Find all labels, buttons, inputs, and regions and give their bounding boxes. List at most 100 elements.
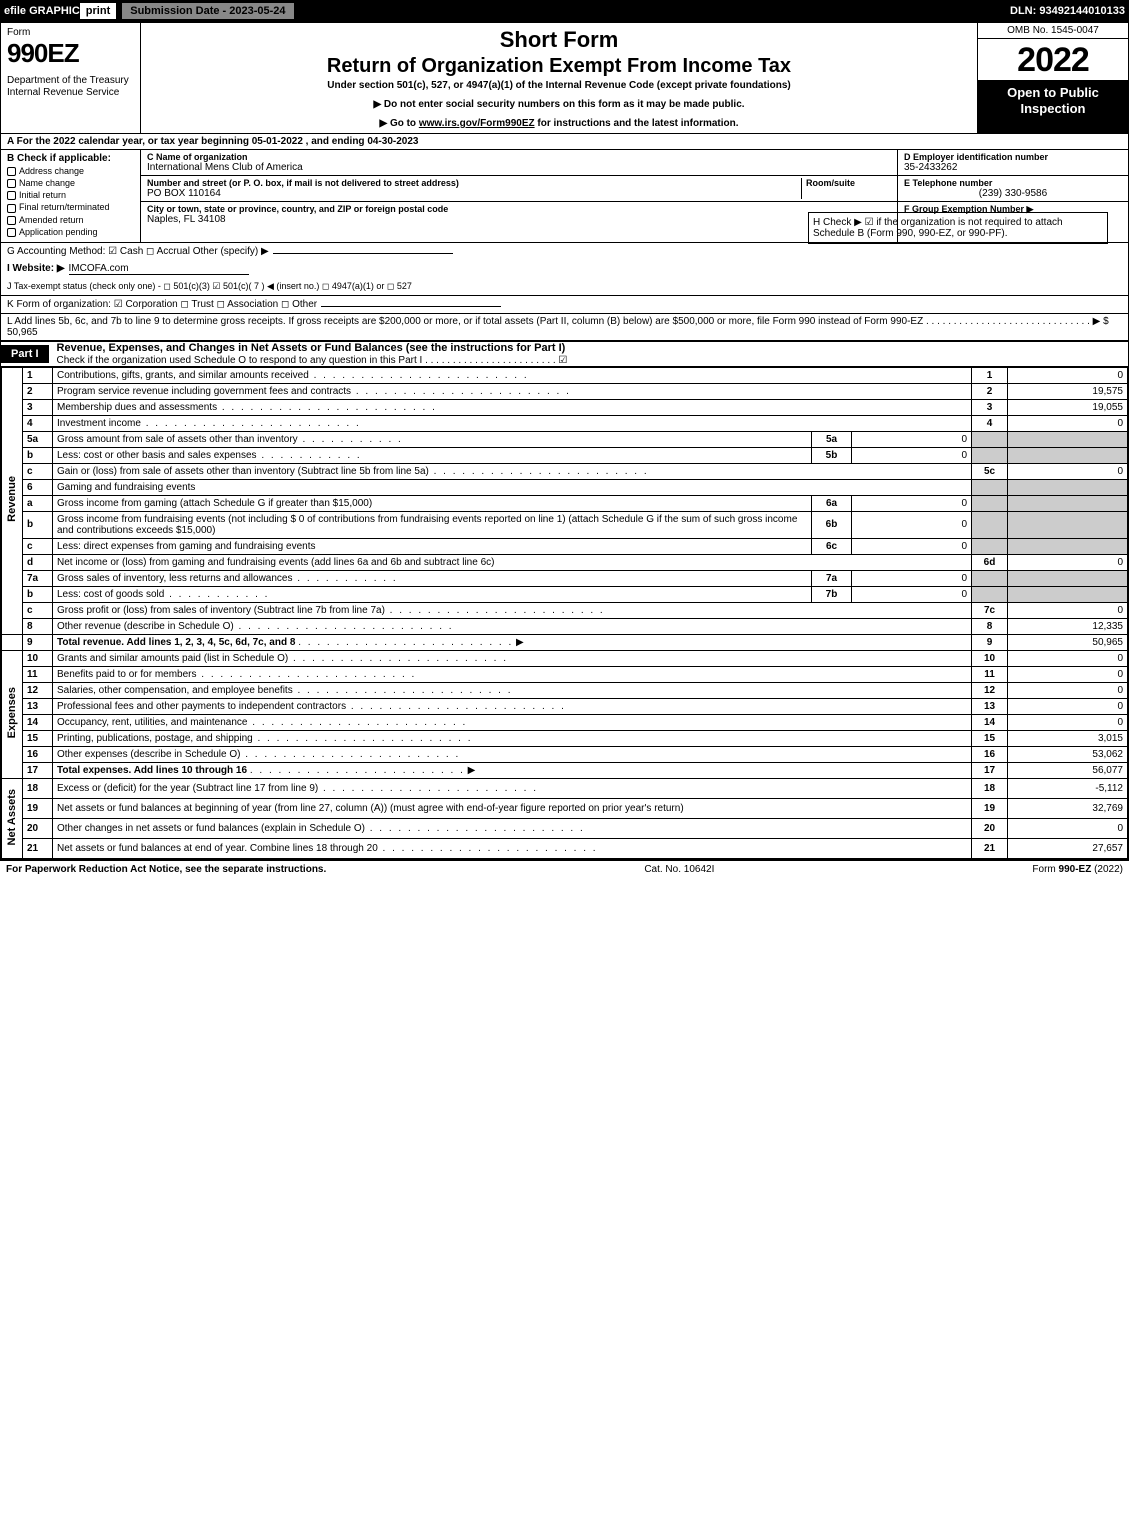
- line-col: 5c: [972, 463, 1008, 479]
- org-name-cell: C Name of organization International Men…: [141, 150, 897, 176]
- line-col: 12: [972, 682, 1008, 698]
- chk-amended-return[interactable]: Amended return: [7, 215, 134, 225]
- line-amount-grey: [1008, 570, 1128, 586]
- print-button[interactable]: print: [80, 3, 116, 19]
- note-post: for instructions and the latest informat…: [535, 118, 739, 129]
- ein-cell: D Employer identification number 35-2433…: [898, 150, 1128, 176]
- line-subcol: 6c: [812, 538, 852, 554]
- line-col: 14: [972, 714, 1008, 730]
- line-amount: 19,055: [1008, 399, 1128, 415]
- line-amount-grey: [1008, 431, 1128, 447]
- line-num: 12: [23, 682, 53, 698]
- chk-initial-return[interactable]: Initial return: [7, 190, 134, 200]
- note-ssn: ▶ Do not enter social security numbers o…: [149, 99, 969, 110]
- line-desc: Gross amount from sale of assets other t…: [53, 431, 812, 447]
- line-desc: Other revenue (describe in Schedule O): [53, 618, 972, 634]
- line-col-grey: [972, 538, 1008, 554]
- dept-label: Department of the Treasury Internal Reve…: [7, 75, 134, 98]
- room-label: Room/suite: [806, 178, 891, 188]
- line-amount-grey: [1008, 479, 1128, 495]
- line-desc: Gaming and fundraising events: [53, 479, 972, 495]
- line-amount: 0: [1008, 666, 1128, 682]
- city-cell: City or town, state or province, country…: [141, 202, 897, 227]
- form-subtitle: Under section 501(c), 527, or 4947(a)(1)…: [149, 80, 969, 91]
- ein-value: 35-2433262: [904, 162, 1122, 173]
- line-col-grey: [972, 479, 1008, 495]
- line-num: 21: [23, 839, 53, 859]
- line-amount: 56,077: [1008, 762, 1128, 778]
- line-subcol: 6a: [812, 495, 852, 511]
- line-amount: 0: [1008, 602, 1128, 618]
- line-num: 8: [23, 618, 53, 634]
- line-num: 14: [23, 714, 53, 730]
- chk-name-change[interactable]: Name change: [7, 178, 134, 188]
- short-form-title: Short Form: [149, 27, 969, 53]
- line-amount: 0: [1008, 714, 1128, 730]
- line-desc: Total revenue. Add lines 1, 2, 3, 4, 5c,…: [53, 634, 972, 650]
- line-col-grey: [972, 511, 1008, 538]
- line-num: 7a: [23, 570, 53, 586]
- footer-left: For Paperwork Reduction Act Notice, see …: [6, 864, 326, 875]
- line-num: 17: [23, 762, 53, 778]
- line-subval: 0: [852, 511, 972, 538]
- tel-value: (239) 330-9586: [904, 188, 1122, 199]
- submission-date: Submission Date - 2023-05-24: [122, 3, 293, 19]
- line-col: 8: [972, 618, 1008, 634]
- website-value[interactable]: IMCOFA.com: [69, 263, 249, 275]
- line-desc: Contributions, gifts, grants, and simila…: [53, 367, 972, 383]
- row-i: I Website: ▶ IMCOFA.com: [1, 260, 1128, 278]
- sidelabel-spacer: [2, 634, 23, 650]
- line-num: 1: [23, 367, 53, 383]
- row-g: G Accounting Method: ☑ Cash ◻ Accrual Ot…: [1, 243, 1128, 260]
- line-amount: 0: [1008, 650, 1128, 666]
- note-link: ▶ Go to www.irs.gov/Form990EZ for instru…: [149, 118, 969, 129]
- header-mid: Short Form Return of Organization Exempt…: [141, 23, 978, 133]
- line-subcol: 5a: [812, 431, 852, 447]
- line-subcol: 7a: [812, 570, 852, 586]
- line-desc: Other changes in net assets or fund bala…: [53, 818, 972, 838]
- accounting-method: G Accounting Method: ☑ Cash ◻ Accrual Ot…: [7, 246, 269, 257]
- line-desc: Gross income from fundraising events (no…: [53, 511, 812, 538]
- line-col-grey: [972, 447, 1008, 463]
- line-num: 5a: [23, 431, 53, 447]
- line-col-grey: [972, 570, 1008, 586]
- footer-catalog: Cat. No. 10642I: [644, 864, 714, 875]
- line-num: 15: [23, 730, 53, 746]
- line-desc: Salaries, other compensation, and employ…: [53, 682, 972, 698]
- form-title: Return of Organization Exempt From Incom…: [149, 55, 969, 78]
- line-col: 19: [972, 798, 1008, 818]
- inspection-badge: Open to Public Inspection: [978, 81, 1128, 133]
- line-desc: Excess or (deficit) for the year (Subtra…: [53, 778, 972, 798]
- line-num: 20: [23, 818, 53, 838]
- line-col: 16: [972, 746, 1008, 762]
- line-amount-grey: [1008, 447, 1128, 463]
- line-amount: 27,657: [1008, 839, 1128, 859]
- part1-header: Part I Revenue, Expenses, and Changes in…: [1, 341, 1128, 367]
- line-num: c: [23, 602, 53, 618]
- line-desc: Other expenses (describe in Schedule O): [53, 746, 972, 762]
- line-num: 11: [23, 666, 53, 682]
- line-col: 15: [972, 730, 1008, 746]
- line-amount: 0: [1008, 367, 1128, 383]
- chk-application-pending[interactable]: Application pending: [7, 227, 134, 237]
- line-col: 3: [972, 399, 1008, 415]
- line-desc: Investment income: [53, 415, 972, 431]
- line-num: d: [23, 554, 53, 570]
- line-amount: 0: [1008, 415, 1128, 431]
- line-col: 9: [972, 634, 1008, 650]
- row-l: L Add lines 5b, 6c, and 7b to line 9 to …: [1, 314, 1128, 341]
- irs-link[interactable]: www.irs.gov/Form990EZ: [419, 118, 535, 129]
- row-a-period: A For the 2022 calendar year, or tax yea…: [1, 134, 1128, 150]
- chk-address-change[interactable]: Address change: [7, 166, 134, 176]
- line-subval: 0: [852, 586, 972, 602]
- line-col: 11: [972, 666, 1008, 682]
- sidelabel-expenses: Expenses: [2, 650, 23, 778]
- form-word: Form: [7, 27, 134, 38]
- line-amount: 50,965: [1008, 634, 1128, 650]
- meta-block: G Accounting Method: ☑ Cash ◻ Accrual Ot…: [1, 243, 1128, 296]
- chk-final-return[interactable]: Final return/terminated: [7, 202, 134, 212]
- line-amount: 0: [1008, 818, 1128, 838]
- sidelabel-net-assets: Net Assets: [2, 778, 23, 858]
- line-amount: 53,062: [1008, 746, 1128, 762]
- line-num: 2: [23, 383, 53, 399]
